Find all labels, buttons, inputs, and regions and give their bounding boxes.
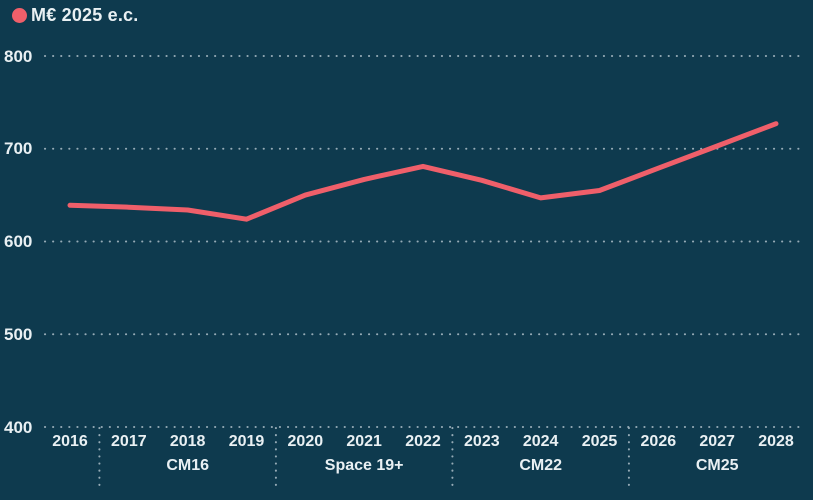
x-axis-year-label-2017: 2017 xyxy=(111,433,147,450)
x-axis-group-label-CM22: CM22 xyxy=(519,457,562,474)
x-axis-year-label-2026: 2026 xyxy=(640,433,677,450)
y-axis-tick-label-700: 700 xyxy=(4,139,33,159)
x-axis-year-label-2016: 2016 xyxy=(52,433,88,450)
x-axis-year-label-2028: 2028 xyxy=(758,433,794,450)
x-axis-year-label-2020: 2020 xyxy=(287,433,324,450)
x-axis-year-label-2024: 2024 xyxy=(522,433,559,450)
x-axis-group-label-CM25: CM25 xyxy=(695,457,739,474)
y-axis-tick-label-400: 400 xyxy=(4,417,33,437)
x-axis-year-label-2018: 2018 xyxy=(169,433,206,450)
x-axis-year-label-2022: 2022 xyxy=(405,433,441,450)
y-axis-tick-label-600: 600 xyxy=(4,232,33,251)
x-axis-group-label-CM16: CM16 xyxy=(166,457,209,474)
x-axis-year-label-2019: 2019 xyxy=(228,433,265,450)
x-axis-year-label-2025: 2025 xyxy=(581,433,618,450)
y-axis-tick-label-500: 500 xyxy=(4,324,33,344)
x-axis-year-label-2023: 2023 xyxy=(464,433,500,450)
y-axis-tick-label-800: 800 xyxy=(4,46,33,66)
x-axis-year-label-2027: 2027 xyxy=(699,433,735,450)
legend-dot-icon xyxy=(12,8,27,23)
data-line-series xyxy=(67,121,779,222)
x-axis-group-label-Space 19+: Space 19+ xyxy=(324,457,404,474)
legend: M€ 2025 e.c. xyxy=(12,5,138,26)
x-axis-year-label-2021: 2021 xyxy=(346,433,382,450)
legend-label: M€ 2025 e.c. xyxy=(31,5,139,25)
